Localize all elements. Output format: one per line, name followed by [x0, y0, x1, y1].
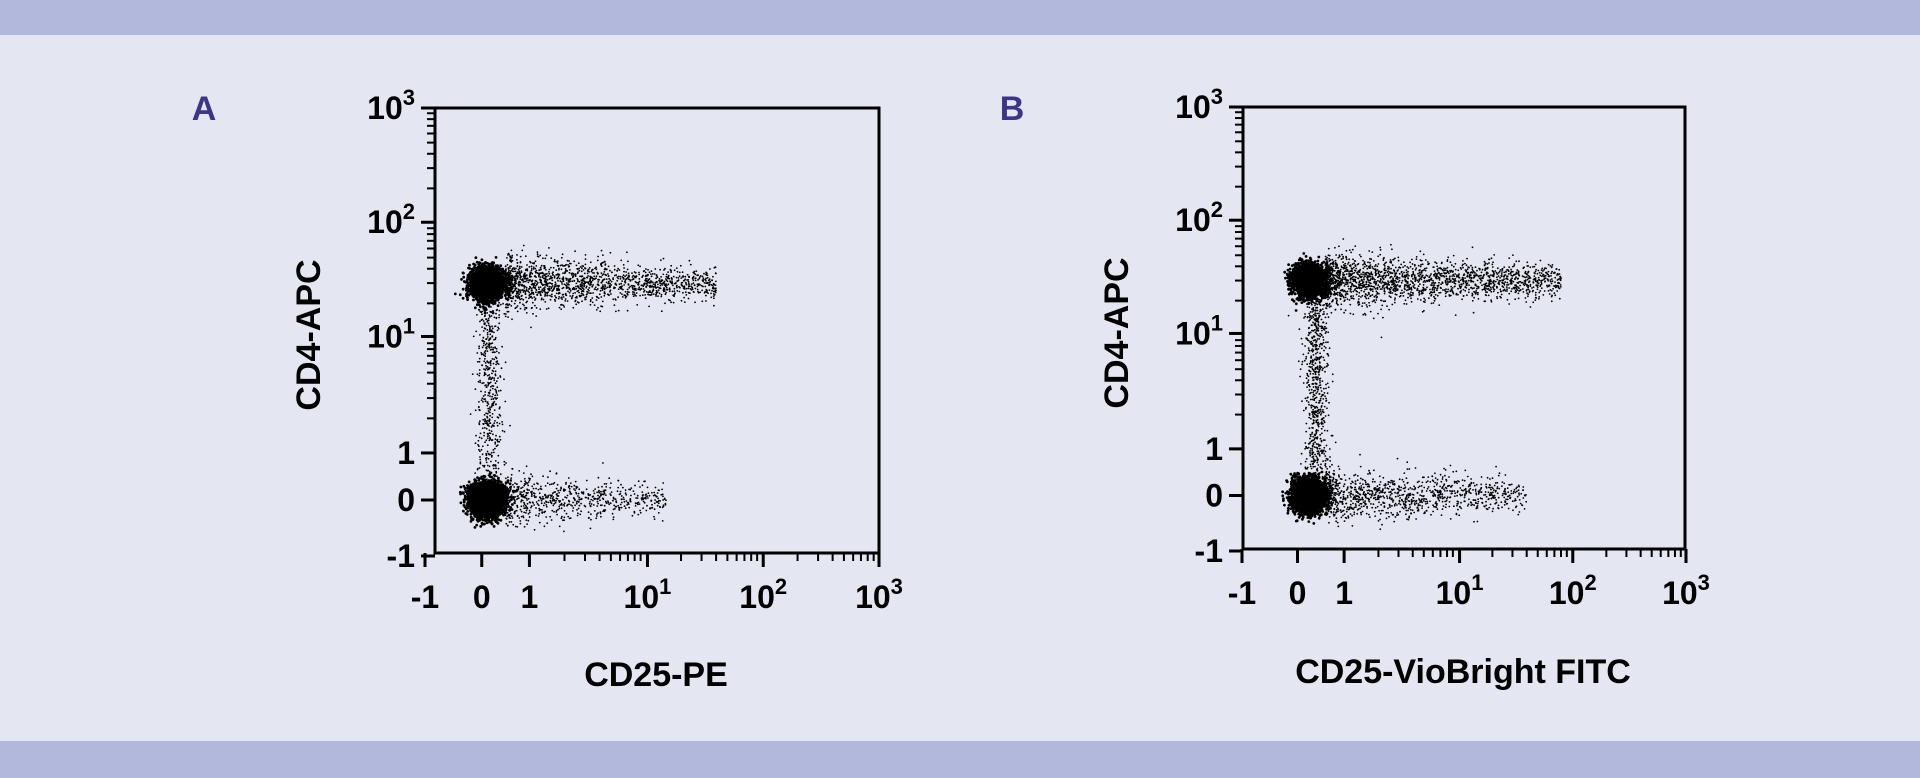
event-dot — [467, 266, 470, 270]
event-dot — [462, 484, 466, 488]
event-dot — [480, 494, 484, 498]
event-dot — [502, 497, 505, 501]
event-dot — [459, 485, 463, 489]
event-dot — [488, 498, 491, 502]
event-dot — [479, 486, 482, 490]
event-dot — [490, 522, 494, 526]
event-dot — [491, 518, 494, 521]
event-dot — [500, 512, 504, 515]
event-dot — [472, 509, 475, 513]
event-dot — [496, 304, 500, 307]
event-dot — [483, 510, 486, 513]
event-dot — [499, 480, 503, 484]
event-dot — [469, 501, 473, 505]
event-dot — [496, 494, 500, 498]
event-dot — [488, 503, 491, 507]
event-dot — [478, 501, 482, 505]
event-dot — [473, 478, 477, 482]
event-dot — [462, 500, 466, 504]
event-dot — [462, 271, 465, 275]
event-dot — [462, 509, 465, 513]
event-dot — [497, 476, 500, 480]
top-band — [0, 0, 1920, 35]
event-dot — [488, 519, 492, 523]
event-dot — [471, 517, 475, 521]
event-dot — [467, 480, 471, 484]
panel-a-events — [453, 244, 717, 533]
event-dot — [469, 490, 472, 494]
event-dot — [499, 499, 502, 502]
event-dot — [483, 497, 486, 501]
event-dot — [458, 490, 462, 494]
event-dot — [473, 499, 476, 503]
event-dot — [462, 492, 465, 495]
event-dot — [488, 495, 492, 499]
event-dot — [484, 519, 488, 523]
event-dot — [472, 298, 475, 302]
event-dot — [495, 515, 499, 519]
event-dot — [492, 495, 496, 499]
event-dot — [479, 525, 483, 528]
event-dot — [466, 510, 470, 513]
event-dot — [497, 518, 501, 522]
event-dot — [494, 491, 498, 494]
event-dot — [462, 504, 466, 507]
event-dot — [480, 509, 484, 513]
event-dot — [474, 482, 478, 486]
event-dot — [465, 496, 469, 500]
event-dot — [476, 514, 480, 518]
event-dot — [490, 507, 493, 510]
event-dot — [494, 519, 498, 522]
event-dot — [473, 511, 477, 515]
event-dot — [472, 503, 476, 507]
event-dot — [497, 491, 500, 494]
event-dot — [480, 513, 484, 517]
event-dot — [492, 525, 496, 528]
event-dot — [497, 510, 501, 514]
event-dot — [477, 516, 480, 520]
event-dot — [463, 487, 467, 491]
event-dot — [459, 501, 463, 505]
event-dot — [461, 296, 465, 300]
event-dot — [485, 495, 489, 498]
event-dot — [469, 483, 473, 487]
event-dot — [482, 506, 486, 510]
panel-label-a: A — [192, 90, 217, 128]
event-dot — [508, 482, 512, 486]
event-dot — [498, 496, 501, 500]
event-dot — [497, 512, 501, 516]
event-dot — [478, 482, 482, 485]
event-dot — [494, 499, 498, 503]
event-dot — [477, 507, 480, 511]
event-dot — [485, 507, 489, 511]
event-dot — [491, 501, 495, 504]
event-dot — [502, 500, 505, 503]
event-dot — [490, 514, 494, 518]
event-dot — [492, 510, 495, 514]
event-dot — [475, 260, 479, 264]
event-dot — [479, 477, 483, 480]
event-dot — [498, 503, 502, 507]
event-dot — [469, 520, 473, 523]
event-dot — [477, 489, 481, 493]
event-dot — [496, 521, 500, 525]
event-dot — [473, 526, 477, 529]
bottom-band — [0, 741, 1920, 778]
event-dot — [462, 275, 466, 279]
event-dot — [473, 491, 477, 494]
event-dot — [483, 492, 487, 496]
event-dot — [460, 278, 463, 281]
event-dot — [478, 492, 482, 496]
event-dot — [464, 512, 468, 515]
event-dot — [472, 487, 475, 491]
event-dot — [484, 501, 488, 505]
event-dot — [458, 293, 462, 297]
event-dot — [475, 523, 479, 527]
